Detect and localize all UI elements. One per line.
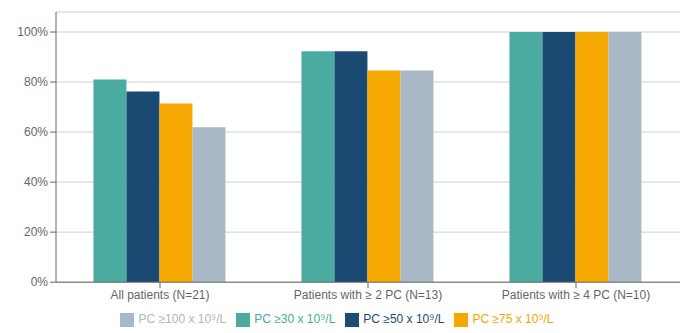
html-text:PC ≥30 x 10⁹/L: PC ≥30 x 10⁹/L [254,312,336,327]
svg-text:20%: 20% [24,225,48,239]
svg-text:40%: 40% [24,175,48,189]
html-text:PC ≥75 x 10⁹/L: PC ≥75 x 10⁹/L [472,312,554,327]
svg-text:Patients with ≥ 2 PC (N=13): Patients with ≥ 2 PC (N=13) [294,288,442,302]
svg-text:All patients (N=21): All patients (N=21) [110,288,209,302]
svg-text:0%: 0% [31,275,49,289]
svg-text:80%: 80% [24,75,48,89]
svg-text:60%: 60% [24,125,48,139]
html-text:PC ≥50 x 10⁹/L: PC ≥50 x 10⁹/L [363,312,445,327]
svg-text:Patients with ≥ 4 PC (N=10): Patients with ≥ 4 PC (N=10) [502,288,650,302]
svg-text:100%: 100% [17,25,48,39]
html-text:PC ≥100 x 10⁹/L: PC ≥100 x 10⁹/L [138,312,227,327]
